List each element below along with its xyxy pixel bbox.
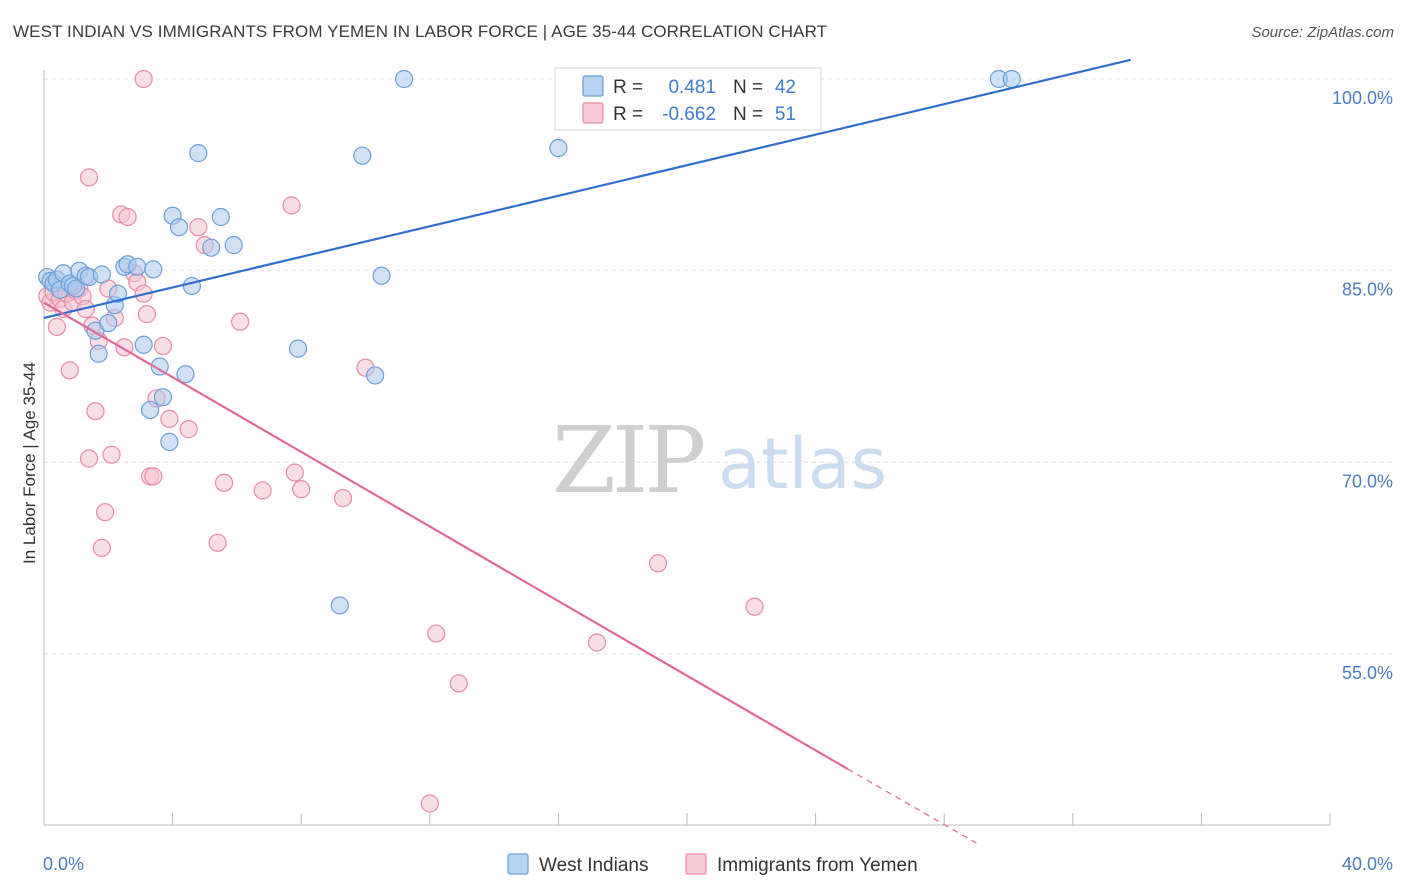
y-tick-labels: 100.0% 85.0% 70.0% 55.0% <box>1332 88 1393 683</box>
data-point-west-indians <box>140 400 160 420</box>
data-point-west-indians <box>353 146 372 165</box>
x-tick-labels: 0.0% 40.0% <box>43 854 1393 874</box>
data-point-yemen <box>282 196 301 215</box>
series-yemen-points <box>38 69 764 813</box>
data-point-west-indians <box>67 279 86 298</box>
data-point-yemen <box>92 538 111 558</box>
data-point-west-indians <box>372 266 391 285</box>
bottom-legend-swatch-blue <box>507 853 529 875</box>
data-point-yemen <box>745 597 764 616</box>
data-point-yemen <box>292 480 311 499</box>
data-point-yemen <box>134 69 153 89</box>
legend-swatch-pink <box>582 102 604 124</box>
data-point-west-indians <box>1002 69 1021 89</box>
bottom-legend-swatch-pink <box>685 853 707 875</box>
data-point-west-indians <box>288 339 308 358</box>
data-point-yemen <box>79 168 99 187</box>
data-point-yemen <box>179 420 198 439</box>
y-axis-label: In Labor Force | Age 35-44 <box>20 362 39 564</box>
data-point-west-indians <box>549 138 568 158</box>
data-point-yemen <box>214 473 234 492</box>
axes <box>43 70 1331 826</box>
data-point-yemen <box>587 633 607 652</box>
data-point-yemen <box>144 467 163 486</box>
data-point-west-indians <box>99 313 118 333</box>
legend-swatch-blue <box>582 75 604 97</box>
data-point-west-indians <box>153 388 173 407</box>
data-point-west-indians <box>394 69 414 89</box>
data-point-yemen <box>333 489 353 508</box>
data-point-yemen <box>118 207 137 227</box>
data-point-yemen <box>60 361 79 380</box>
data-point-yemen <box>102 445 121 464</box>
data-point-west-indians <box>128 257 147 276</box>
data-point-west-indians <box>176 365 195 384</box>
data-point-west-indians <box>144 260 163 279</box>
watermark-atlas: atlas <box>718 423 887 505</box>
legend-r-label-2: R = <box>613 104 643 125</box>
legend-r-value-1: 0.481 <box>668 77 716 98</box>
data-point-west-indians <box>224 236 243 255</box>
data-point-yemen <box>208 533 227 552</box>
data-point-yemen <box>420 794 439 813</box>
y-tick-label: 55.0% <box>1342 663 1393 683</box>
data-point-west-indians <box>134 335 153 354</box>
y-tick-label: 100.0% <box>1332 88 1393 108</box>
data-point-west-indians <box>330 596 349 615</box>
data-point-yemen <box>449 674 468 693</box>
data-point-west-indians <box>366 366 385 385</box>
data-point-west-indians <box>108 284 128 303</box>
chart-title: WEST INDIAN VS IMMIGRANTS FROM YEMEN IN … <box>13 22 828 41</box>
watermark: ZIP atlas <box>552 407 887 514</box>
data-point-yemen <box>253 481 272 500</box>
stats-legend: R = 0.481 N = 42 R = -0.662 N = 51 <box>554 67 822 131</box>
legend-r-value-2: -0.662 <box>662 104 716 125</box>
data-point-yemen <box>285 463 304 482</box>
series-legend: West Indians Immigrants from Yemen <box>507 853 918 876</box>
trend-line-west-indians <box>43 58 1131 320</box>
legend-n-label-2: N = <box>733 104 763 125</box>
data-point-yemen <box>137 305 156 324</box>
data-point-west-indians <box>160 432 179 451</box>
trend-line-yemen <box>43 301 849 770</box>
data-point-yemen <box>153 336 173 356</box>
data-point-yemen <box>47 317 66 336</box>
data-point-yemen <box>86 402 105 421</box>
data-point-yemen <box>189 218 208 237</box>
data-point-west-indians <box>92 265 111 284</box>
x-tick-label: 0.0% <box>43 854 84 874</box>
data-point-west-indians <box>169 218 189 237</box>
y-tick-label: 70.0% <box>1342 471 1393 491</box>
watermark-zip: ZIP <box>552 407 703 514</box>
x-tick-label: 40.0% <box>1342 854 1393 874</box>
data-point-west-indians <box>211 207 230 227</box>
legend-r-label-1: R = <box>613 77 643 98</box>
grid-lines <box>44 78 1395 655</box>
bottom-legend-label-yemen: Immigrants from Yemen <box>717 855 918 876</box>
data-point-west-indians <box>189 144 208 163</box>
data-point-yemen <box>231 312 250 331</box>
legend-n-label-1: N = <box>733 77 763 98</box>
data-point-yemen <box>427 624 446 643</box>
data-point-west-indians <box>182 276 201 296</box>
trend-line-yemen-extension <box>847 768 977 844</box>
series-west-indians-points <box>38 69 1021 615</box>
bottom-legend-label-west-indians: West Indians <box>539 855 648 876</box>
data-point-west-indians <box>150 357 169 376</box>
data-point-yemen <box>79 449 99 468</box>
source-credit: Source: ZipAtlas.com <box>1251 24 1394 41</box>
data-point-yemen <box>160 409 179 428</box>
data-point-yemen <box>95 503 115 522</box>
legend-n-value-1: 42 <box>775 77 796 98</box>
trend-lines <box>43 58 1131 844</box>
data-point-yemen <box>648 554 668 573</box>
data-point-west-indians <box>89 344 108 363</box>
y-tick-label: 85.0% <box>1342 280 1393 300</box>
data-point-west-indians <box>202 238 221 257</box>
legend-n-value-2: 51 <box>775 104 796 125</box>
